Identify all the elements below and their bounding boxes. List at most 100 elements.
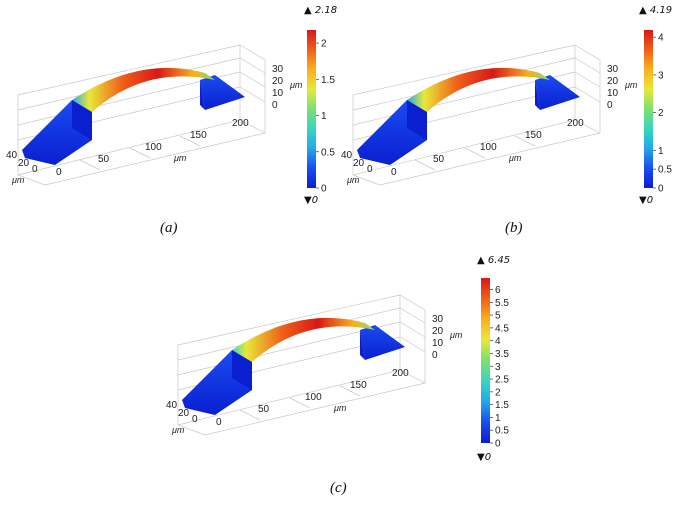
svg-text:μm: μm	[346, 175, 360, 185]
colorbar-gradient-a	[307, 30, 316, 188]
svg-text:μm: μm	[289, 80, 303, 90]
y-ticks-a: 40 20 0 μm	[6, 150, 38, 185]
left-anchor-a	[22, 100, 92, 165]
svg-text:50: 50	[258, 404, 270, 415]
svg-text:20: 20	[353, 158, 365, 169]
svg-text:0: 0	[607, 100, 613, 111]
left-anchor-c	[182, 350, 252, 415]
svg-text:0: 0	[272, 100, 278, 111]
figure-panel-c: 0 50 100 150 200 μm 40 20 0 μm 30 20 10 …	[160, 250, 540, 510]
colorbar-a: ▲ 2.18 2 1.5 1 0.5 0 ▼0	[304, 5, 337, 206]
svg-text:150: 150	[190, 130, 207, 141]
figure-panel-a: 0 50 100 150 200 μm 40 20 0 μm 30 20 10 …	[0, 0, 340, 245]
right-anchor-b	[535, 75, 580, 110]
colorbar-gradient-b	[644, 30, 653, 188]
svg-text:0: 0	[391, 167, 397, 178]
svg-text:30: 30	[272, 64, 284, 75]
colorbar-tick-label: 0.5	[321, 147, 335, 158]
svg-text:μm: μm	[171, 425, 185, 435]
svg-text:μm: μm	[449, 330, 463, 340]
colorbar-tick-label: 3	[658, 70, 664, 81]
svg-text:0: 0	[192, 414, 198, 425]
colorbar-tick-label: 4	[658, 33, 664, 44]
svg-text:0: 0	[367, 164, 373, 175]
plot-3d-c: 0 50 100 150 200 μm 40 20 0 μm 30 20 10 …	[166, 294, 463, 436]
colorbar-tick-label: 1.5	[495, 400, 509, 411]
colorbar-tick-label: 2	[495, 387, 501, 398]
svg-text:50: 50	[98, 154, 110, 165]
colorbar-tick-label: 2	[658, 108, 664, 119]
figure-panel-b: 0 50 100 150 200 μm 40 20 0 μm 30 20 10 …	[335, 0, 681, 245]
colorbar-tick-label: 0	[321, 184, 327, 195]
svg-text:40: 40	[341, 150, 353, 161]
svg-text:200: 200	[232, 118, 249, 129]
svg-text:μm: μm	[11, 175, 25, 185]
svg-text:0: 0	[32, 164, 38, 175]
svg-text:▼0: ▼0	[477, 452, 491, 463]
svg-text:40: 40	[6, 150, 18, 161]
colorbar-tick-label: 5.5	[495, 298, 509, 309]
svg-text:20: 20	[178, 408, 190, 419]
svg-text:20: 20	[272, 76, 284, 87]
colorbar-tick-label: 5	[495, 311, 501, 322]
svg-text:100: 100	[305, 392, 322, 403]
colorbar-tick-label: 0.5	[658, 165, 672, 176]
svg-text:0: 0	[216, 417, 222, 428]
svg-text:30: 30	[432, 314, 444, 325]
plot-3d-b: 0 50 100 150 200 μm 40 20 0 μm 30 20 10 …	[341, 44, 638, 186]
x-ticks-c: 0 50 100 150 200 μm	[216, 368, 409, 428]
colorbar-tick-label: 2.5	[495, 375, 509, 386]
x-ticks-b: 0 50 100 150 200 μm	[391, 118, 584, 178]
svg-text:μm: μm	[624, 80, 638, 90]
colorbar-tick-label: 3	[495, 362, 501, 373]
y-ticks-b: 40 20 0 μm	[341, 150, 373, 185]
svg-text:▲ 2.18: ▲ 2.18	[304, 5, 337, 16]
z-ticks-c: 30 20 10 0 μm	[432, 314, 463, 361]
svg-text:100: 100	[145, 142, 162, 153]
svg-text:20: 20	[607, 76, 619, 87]
svg-text:150: 150	[350, 380, 367, 391]
svg-text:▼0: ▼0	[639, 195, 653, 206]
svg-text:10: 10	[272, 88, 284, 99]
left-anchor-b	[357, 100, 427, 165]
colorbar-tick-label: 6	[495, 285, 501, 296]
svg-text:▼0: ▼0	[304, 195, 318, 206]
svg-text:▲ 4.19: ▲ 4.19	[639, 5, 672, 16]
colorbar-tick-label: 0.5	[495, 426, 509, 437]
colorbar-gradient-c	[481, 278, 490, 443]
caption-a: (a)	[160, 220, 178, 236]
colorbar-tick-label: 4.5	[495, 323, 509, 334]
svg-text:10: 10	[607, 88, 619, 99]
colorbar-tick-label: 2	[321, 39, 327, 50]
x-ticks-a: 0 50 100 150 200 μm	[56, 118, 249, 178]
colorbar-tick-label: 4	[495, 336, 501, 347]
svg-text:0: 0	[56, 167, 62, 178]
z-ticks-b: 30 20 10 0 μm	[607, 64, 638, 111]
colorbar-b: ▲ 4.19 4 3 2 1 0.5 0 ▼0	[639, 5, 672, 206]
svg-text:10: 10	[432, 338, 444, 349]
svg-text:50: 50	[433, 154, 445, 165]
svg-text:150: 150	[525, 130, 542, 141]
colorbar-tick-label: 0	[658, 184, 664, 195]
plot-3d-a: 0 50 100 150 200 μm 40 20 0 μm 30 20 10 …	[6, 44, 303, 186]
svg-text:40: 40	[166, 400, 178, 411]
svg-text:200: 200	[392, 368, 409, 379]
svg-text:20: 20	[18, 158, 30, 169]
colorbar-tick-label: 1	[321, 111, 327, 122]
colorbar-tick-label: 3.5	[495, 349, 509, 360]
colorbar-tick-label: 1.5	[321, 75, 335, 86]
svg-text:30: 30	[607, 64, 619, 75]
svg-text:μm: μm	[333, 403, 347, 413]
bridge-beam-b	[407, 67, 550, 112]
bridge-beam-a	[72, 67, 215, 112]
svg-text:20: 20	[432, 326, 444, 337]
colorbar-tick-label: 1	[658, 146, 664, 157]
colorbar-tick-label: 0	[495, 439, 501, 450]
caption-b: (b)	[505, 220, 523, 236]
colorbar-c: ▲ 6.45 6 5.5 54.5 4 3.5 3 2.52 1.5 1 0.5 0 ▼0	[477, 255, 510, 463]
right-anchor-a	[200, 75, 245, 110]
svg-text:100: 100	[480, 142, 497, 153]
z-ticks-a: 30 20 10 0 μm	[272, 64, 303, 111]
svg-text:▲ 6.45: ▲ 6.45	[477, 255, 510, 266]
bridge-beam-c	[232, 317, 375, 362]
